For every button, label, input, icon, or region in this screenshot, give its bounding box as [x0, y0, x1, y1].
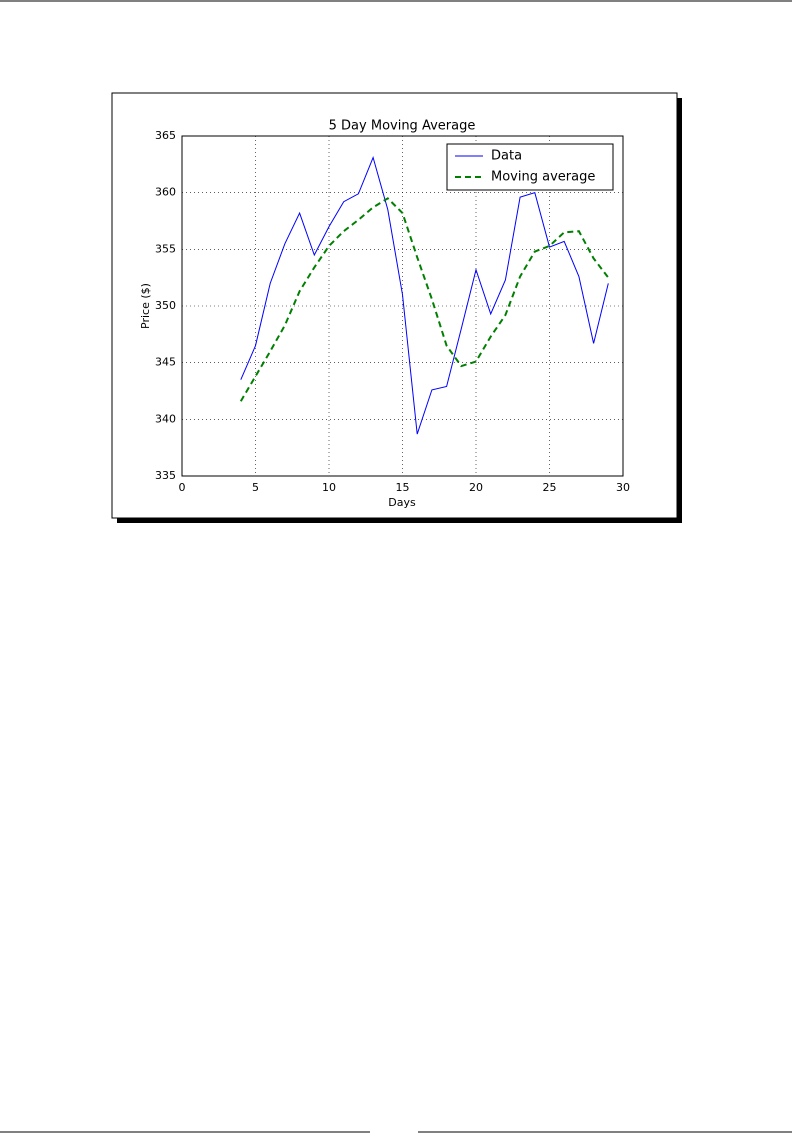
y-tick-label: 340: [155, 412, 176, 425]
legend-label: Moving average: [491, 170, 595, 185]
data-line: [239, 197, 610, 402]
y-tick-label: 350: [155, 299, 176, 312]
x-axis-label: Days: [388, 496, 416, 509]
y-tick-label: 335: [155, 469, 176, 482]
legend-label: Data: [491, 149, 522, 164]
x-tick-label: 10: [322, 481, 336, 494]
x-tick-label: 5: [252, 481, 259, 494]
y-tick-label: 345: [155, 356, 176, 369]
y-tick-label: 365: [155, 129, 176, 142]
y-axis-label: Price ($): [139, 283, 152, 329]
x-tick-label: 25: [543, 481, 557, 494]
data-line: [240, 155, 609, 435]
x-tick-label: 0: [179, 481, 186, 494]
plot-frame: [181, 135, 624, 477]
y-tick-label: 360: [155, 186, 176, 199]
x-tick-label: 15: [396, 481, 410, 494]
chart-title: 5 Day Moving Average: [329, 119, 476, 134]
x-tick-label: 20: [469, 481, 483, 494]
y-tick-label: 355: [155, 242, 176, 255]
legend-box: [446, 143, 614, 191]
x-tick-label: 30: [616, 481, 630, 494]
